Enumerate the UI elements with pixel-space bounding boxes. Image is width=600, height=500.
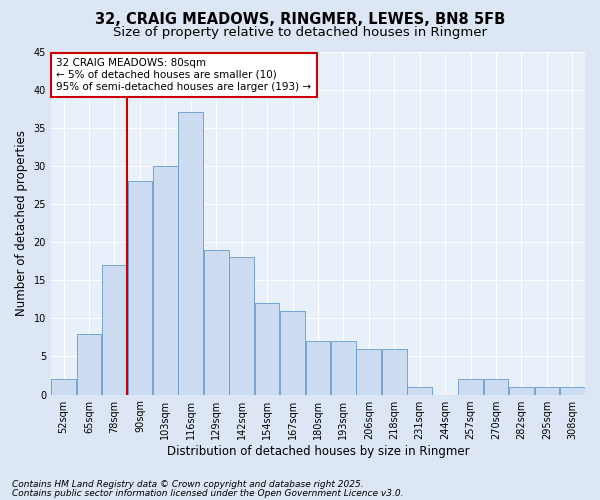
Text: Contains public sector information licensed under the Open Government Licence v3: Contains public sector information licen… [12, 490, 404, 498]
Bar [229, 258, 254, 394]
Bar [280, 310, 305, 394]
Bar [382, 349, 407, 395]
Bar [128, 181, 152, 394]
X-axis label: Distribution of detached houses by size in Ringmer: Distribution of detached houses by size … [167, 444, 469, 458]
Bar [535, 387, 559, 394]
Bar [560, 387, 584, 394]
Bar [102, 265, 127, 394]
Bar [458, 380, 483, 394]
Bar [407, 387, 432, 394]
Bar [51, 380, 76, 394]
Text: Contains HM Land Registry data © Crown copyright and database right 2025.: Contains HM Land Registry data © Crown c… [12, 480, 364, 489]
Text: 32, CRAIG MEADOWS, RINGMER, LEWES, BN8 5FB: 32, CRAIG MEADOWS, RINGMER, LEWES, BN8 5… [95, 12, 505, 28]
Bar [305, 341, 330, 394]
Y-axis label: Number of detached properties: Number of detached properties [15, 130, 28, 316]
Bar [153, 166, 178, 394]
Bar [178, 112, 203, 394]
Bar [204, 250, 229, 394]
Text: 32 CRAIG MEADOWS: 80sqm
← 5% of detached houses are smaller (10)
95% of semi-det: 32 CRAIG MEADOWS: 80sqm ← 5% of detached… [56, 58, 311, 92]
Bar [509, 387, 534, 394]
Bar [331, 341, 356, 394]
Bar [255, 303, 280, 394]
Bar [484, 380, 508, 394]
Bar [77, 334, 101, 394]
Text: Size of property relative to detached houses in Ringmer: Size of property relative to detached ho… [113, 26, 487, 39]
Bar [356, 349, 381, 395]
